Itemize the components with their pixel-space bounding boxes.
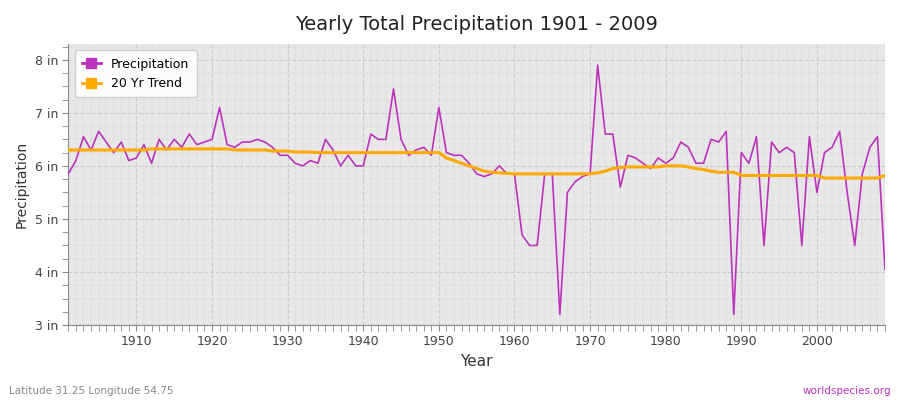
Legend: Precipitation, 20 Yr Trend: Precipitation, 20 Yr Trend [75, 50, 196, 97]
Title: Yearly Total Precipitation 1901 - 2009: Yearly Total Precipitation 1901 - 2009 [295, 15, 658, 34]
Text: worldspecies.org: worldspecies.org [803, 386, 891, 396]
X-axis label: Year: Year [461, 354, 493, 369]
Text: Latitude 31.25 Longitude 54.75: Latitude 31.25 Longitude 54.75 [9, 386, 174, 396]
Y-axis label: Precipitation: Precipitation [15, 141, 29, 228]
